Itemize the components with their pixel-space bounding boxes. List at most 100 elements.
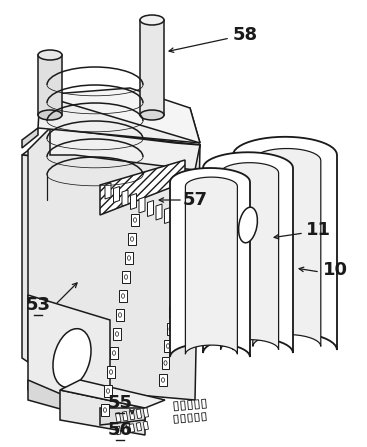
- Polygon shape: [40, 88, 200, 143]
- Polygon shape: [128, 233, 136, 245]
- Polygon shape: [136, 422, 142, 431]
- Polygon shape: [174, 272, 182, 283]
- Polygon shape: [184, 204, 192, 215]
- Polygon shape: [195, 400, 199, 409]
- Polygon shape: [253, 148, 321, 346]
- Text: 55: 55: [108, 394, 132, 412]
- Ellipse shape: [134, 218, 137, 222]
- Ellipse shape: [127, 256, 131, 260]
- Polygon shape: [201, 399, 206, 409]
- Polygon shape: [136, 409, 142, 418]
- Polygon shape: [179, 238, 187, 249]
- Polygon shape: [129, 424, 135, 432]
- Polygon shape: [143, 421, 149, 430]
- Polygon shape: [129, 410, 135, 420]
- Ellipse shape: [130, 237, 134, 241]
- Ellipse shape: [174, 293, 177, 297]
- Polygon shape: [113, 329, 121, 340]
- Polygon shape: [140, 20, 164, 115]
- Ellipse shape: [109, 370, 113, 374]
- Polygon shape: [185, 177, 237, 354]
- Ellipse shape: [167, 344, 170, 348]
- Polygon shape: [131, 215, 139, 226]
- Polygon shape: [188, 401, 192, 409]
- Polygon shape: [195, 413, 199, 422]
- Text: 58: 58: [232, 26, 258, 44]
- Polygon shape: [177, 255, 184, 266]
- Polygon shape: [125, 253, 133, 264]
- Polygon shape: [233, 137, 337, 350]
- Ellipse shape: [124, 275, 128, 279]
- Polygon shape: [22, 128, 38, 148]
- Ellipse shape: [106, 389, 109, 393]
- Polygon shape: [143, 408, 149, 417]
- Polygon shape: [38, 55, 62, 115]
- Polygon shape: [60, 380, 165, 408]
- Polygon shape: [22, 155, 195, 380]
- Polygon shape: [122, 411, 128, 421]
- Ellipse shape: [53, 329, 91, 388]
- Polygon shape: [161, 358, 169, 369]
- Polygon shape: [123, 425, 128, 434]
- Polygon shape: [28, 295, 110, 415]
- Ellipse shape: [169, 327, 172, 331]
- Polygon shape: [116, 413, 121, 422]
- Polygon shape: [104, 385, 112, 396]
- Polygon shape: [28, 380, 110, 420]
- Polygon shape: [181, 401, 185, 410]
- Polygon shape: [174, 401, 178, 411]
- Polygon shape: [181, 414, 185, 423]
- Polygon shape: [182, 221, 189, 232]
- Polygon shape: [188, 414, 192, 422]
- Polygon shape: [113, 186, 120, 202]
- Polygon shape: [105, 183, 111, 199]
- Polygon shape: [100, 160, 185, 215]
- Polygon shape: [172, 289, 179, 300]
- Polygon shape: [203, 152, 293, 353]
- Polygon shape: [116, 426, 121, 435]
- Polygon shape: [159, 375, 167, 386]
- Polygon shape: [164, 207, 171, 224]
- Polygon shape: [60, 390, 145, 435]
- Polygon shape: [110, 347, 118, 358]
- Ellipse shape: [38, 110, 62, 120]
- Polygon shape: [28, 128, 200, 400]
- Polygon shape: [119, 291, 127, 302]
- Ellipse shape: [184, 225, 187, 229]
- Ellipse shape: [177, 276, 179, 280]
- Polygon shape: [167, 323, 174, 335]
- Polygon shape: [107, 367, 115, 378]
- Ellipse shape: [116, 332, 119, 336]
- Ellipse shape: [103, 408, 106, 412]
- Polygon shape: [100, 408, 145, 425]
- Ellipse shape: [179, 259, 182, 263]
- Polygon shape: [156, 204, 162, 220]
- Polygon shape: [101, 405, 109, 416]
- Text: 53: 53: [25, 296, 51, 314]
- Polygon shape: [139, 197, 145, 213]
- Ellipse shape: [38, 50, 62, 60]
- Ellipse shape: [164, 361, 167, 365]
- Polygon shape: [148, 201, 153, 216]
- Text: 10: 10: [323, 261, 348, 279]
- Polygon shape: [131, 194, 137, 210]
- Text: 57: 57: [182, 191, 207, 209]
- Ellipse shape: [239, 207, 257, 243]
- Ellipse shape: [186, 208, 189, 212]
- Text: 11: 11: [305, 221, 331, 239]
- Text: 56: 56: [108, 421, 132, 439]
- Polygon shape: [22, 130, 200, 172]
- Polygon shape: [38, 95, 200, 143]
- Ellipse shape: [140, 110, 164, 120]
- Polygon shape: [116, 309, 124, 320]
- Polygon shape: [164, 341, 172, 352]
- Ellipse shape: [140, 15, 164, 25]
- Ellipse shape: [119, 313, 121, 317]
- Ellipse shape: [121, 294, 124, 298]
- Polygon shape: [122, 190, 128, 206]
- Polygon shape: [173, 211, 179, 227]
- Ellipse shape: [181, 242, 185, 246]
- Polygon shape: [122, 271, 130, 283]
- Polygon shape: [170, 168, 250, 357]
- Ellipse shape: [112, 351, 116, 355]
